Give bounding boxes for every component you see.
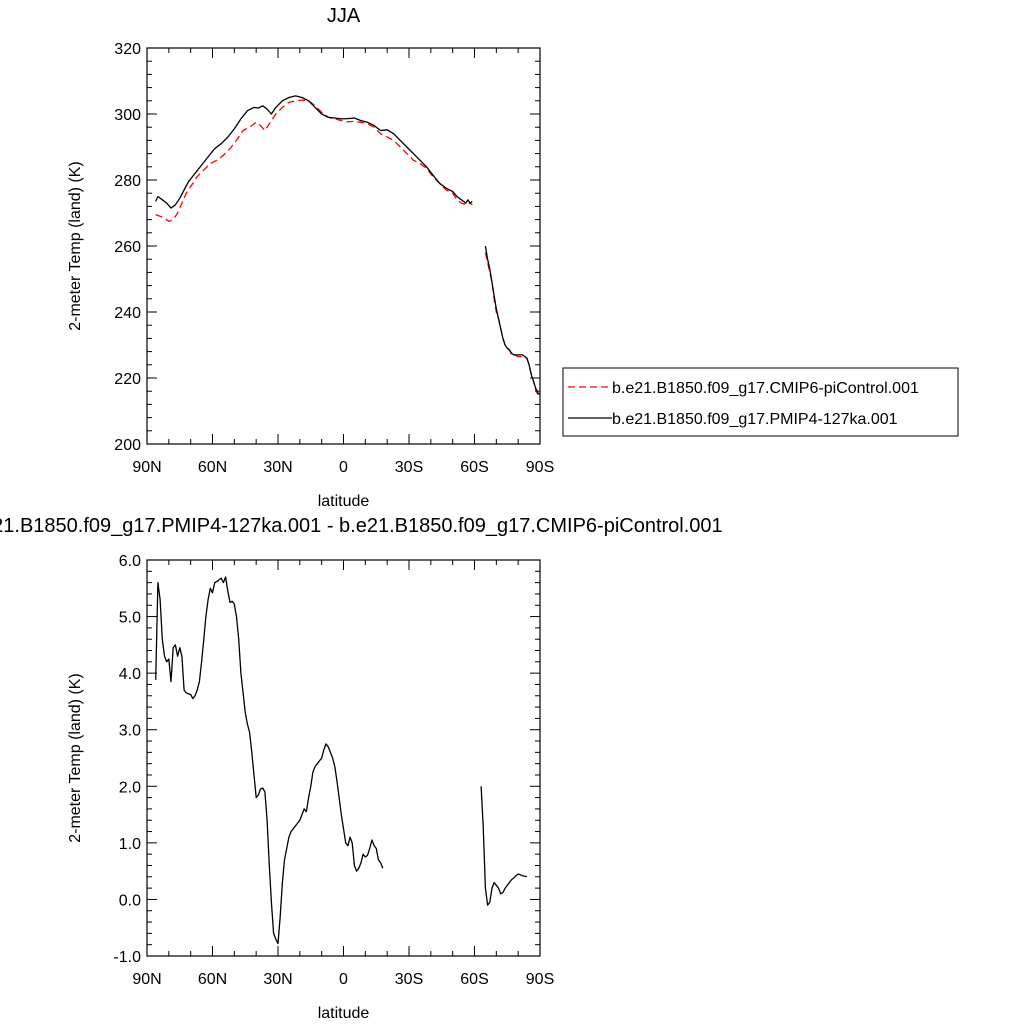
y-tick-label: 0.0 [119,892,141,909]
y-tick-label: 280 [114,173,141,190]
x-tick-label: 30S [395,459,423,476]
legend-entry: b.e21.B1850.f09_g17.CMIP6-piControl.001 [612,380,919,397]
series-line-difference [155,576,384,945]
x-tick-label: 30N [263,459,292,476]
y-tick-label: 260 [114,239,141,256]
y-tick-label: 1.0 [119,836,141,853]
x-axis-label: latitude [318,1005,370,1022]
y-tick-label: 5.0 [119,610,141,627]
chart-title: JJA [327,5,361,27]
series-line-pmip4-127ka [155,95,473,209]
series-line-picontrol [484,252,540,396]
x-axis-label: latitude [318,493,370,510]
y-axis-label: 2-meter Temp (land) (K) [67,673,84,843]
y-tick-label: 300 [114,107,141,124]
y-axis-label: 2-meter Temp (land) (K) [67,161,84,331]
y-tick-label: 2.0 [119,779,141,796]
top-panel-jja: JJA 90N 60N 30N 0 30S 60S 90S 200 220 240 260 280 300… [67,5,554,510]
y-tick-label: 200 [114,437,141,454]
series-line-pmip4-127ka [484,245,541,396]
y-tick-label: 4.0 [119,666,141,683]
x-tick-label: 0 [339,459,348,476]
y-tick-label: 220 [114,371,141,388]
x-tick-label: 60S [460,971,488,988]
y-tick-label: 320 [114,41,141,58]
x-tick-label: 30N [263,971,292,988]
y-tick-label: -1.0 [113,949,141,966]
series-line-difference [480,786,528,906]
x-tick-label: 60S [460,459,488,476]
series-line-picontrol [155,99,473,222]
x-tick-label: 90N [132,459,161,476]
x-tick-label: 60N [198,459,227,476]
bottom-panel-difference: b.e21.B1850.f09_g17.PMIP4-127ka.001 - b.… [0,515,723,1022]
x-tick-label: 30S [395,971,423,988]
legend-box [562,367,959,437]
y-tick-label: 240 [114,305,141,322]
y-tick-label: 3.0 [119,723,141,740]
plot-frame [146,47,541,445]
chart-title: b.e21.B1850.f09_g17.PMIP4-127ka.001 - b.… [0,515,723,537]
x-tick-label: 60N [198,971,227,988]
legend: b.e21.B1850.f09_g17.CMIP6-piControl.001b… [562,367,959,437]
legend-entry: b.e21.B1850.f09_g17.PMIP4-127ka.001 [612,411,898,428]
x-tick-label: 90N [132,971,161,988]
y-tick-label: 6.0 [119,553,141,570]
x-tick-label: 90S [526,971,554,988]
x-tick-label: 0 [339,971,348,988]
x-tick-label: 90S [526,459,554,476]
